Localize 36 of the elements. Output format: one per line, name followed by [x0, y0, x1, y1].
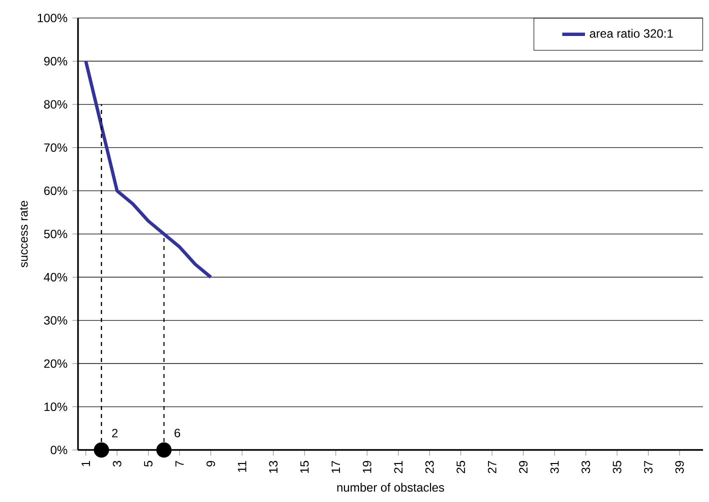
x-tick-label: 23 [425, 460, 434, 474]
x-tick-label: 5 [144, 460, 153, 467]
y-tick-label: 90% [44, 56, 68, 66]
x-tick-label: 9 [206, 460, 216, 466]
x-tick-label: 21 [394, 460, 403, 474]
y-tick-label: 70% [44, 143, 68, 152]
x-axis-title: number of obstacles [337, 482, 444, 492]
annotation: 2 [112, 428, 118, 438]
x-tick-label: 17 [332, 461, 340, 473]
y-tick-label: 10% [44, 402, 68, 412]
x-tick-label: 11 [238, 460, 246, 472]
x-tick-label: 1 [82, 460, 90, 466]
x-tick-label: 27 [488, 461, 496, 474]
y-tick-label: 30% [44, 316, 68, 325]
annotation: 6 [174, 428, 180, 438]
x-tick-label: 25 [456, 460, 466, 474]
x-tick-label: 15 [300, 460, 309, 473]
y-tick-label: 50% [44, 230, 68, 238]
x-tick-label: 29 [519, 460, 528, 474]
y-tick-label: 40% [44, 272, 68, 282]
y-tick-label: 0% [50, 446, 68, 454]
x-tick-label: 3 [112, 460, 122, 467]
x-tick-label: 39 [675, 460, 684, 474]
y-tick-label: 20% [44, 359, 68, 368]
x-tick-label: 31 [550, 460, 559, 474]
x-tick-label: 7 [175, 460, 184, 466]
x-tick-label: 19 [362, 460, 372, 473]
y-tick-label: 100% [38, 14, 68, 22]
y-axis-title: success rate [20, 200, 28, 268]
y-tick-label: 80% [44, 100, 68, 109]
y-tick-label: 60% [44, 186, 68, 196]
x-tick-label: 35 [612, 460, 622, 474]
x-tick-label: 33 [582, 460, 590, 474]
legend-label: area ratio 320:1 [590, 28, 673, 38]
x-tick-label: 13 [269, 460, 278, 473]
x-tick-label: 37 [644, 461, 653, 474]
